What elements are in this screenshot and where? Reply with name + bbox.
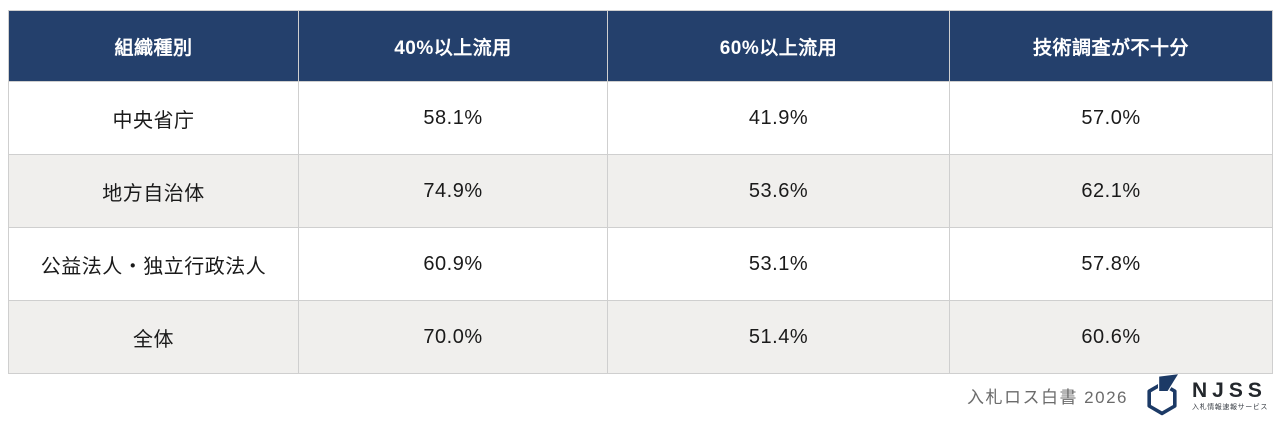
cell-value: 51.4% [607,300,950,374]
njss-brand-block: NJSS 入札情報速報サービス [1192,380,1268,411]
cell-value: 53.6% [607,154,950,228]
col-header-org-type: 組織種別 [8,10,299,82]
table-row-public-corp: 公益法人・独立行政法人 60.9% 53.1% 57.8% [8,227,1273,301]
report-caption: 入札ロス白書 2026 [966,387,1128,407]
row-label: 中央省庁 [8,81,299,155]
njss-tagline: 入札情報速報サービス [1192,403,1268,411]
table-header-row: 組織種別 40%以上流用 60%以上流用 技術調査が不十分 [8,10,1273,82]
table-row-overall: 全体 70.0% 51.4% 60.6% [8,300,1273,374]
cell-value: 53.1% [607,227,950,301]
cell-value: 57.8% [949,227,1273,301]
table-row-central-gov: 中央省庁 58.1% 41.9% 57.0% [8,81,1273,155]
col-header-over40: 40%以上流用 [298,10,608,82]
col-header-over60: 60%以上流用 [607,10,950,82]
cell-value: 62.1% [949,154,1273,228]
cell-value: 58.1% [298,81,608,155]
row-label: 公益法人・独立行政法人 [8,227,299,301]
cell-value: 41.9% [607,81,950,155]
table-row-local-gov: 地方自治体 74.9% 53.6% 62.1% [8,154,1273,228]
cell-value: 57.0% [949,81,1273,155]
njss-wordmark: NJSS [1192,378,1267,402]
cell-value: 60.9% [298,227,608,301]
row-label: 地方自治体 [8,154,299,228]
cell-value: 60.6% [949,300,1273,374]
row-label: 全体 [8,300,299,374]
diversion-rate-table: 組織種別 40%以上流用 60%以上流用 技術調査が不十分 中央省庁 58.1%… [8,10,1273,374]
footer: 入札ロス白書 2026 NJSS 入札情報速報サービス [967,372,1268,418]
cell-value: 70.0% [298,300,608,374]
cell-value: 74.9% [298,154,608,228]
njss-logo-icon [1142,374,1182,416]
col-header-insufficient-research: 技術調査が不十分 [949,10,1273,82]
